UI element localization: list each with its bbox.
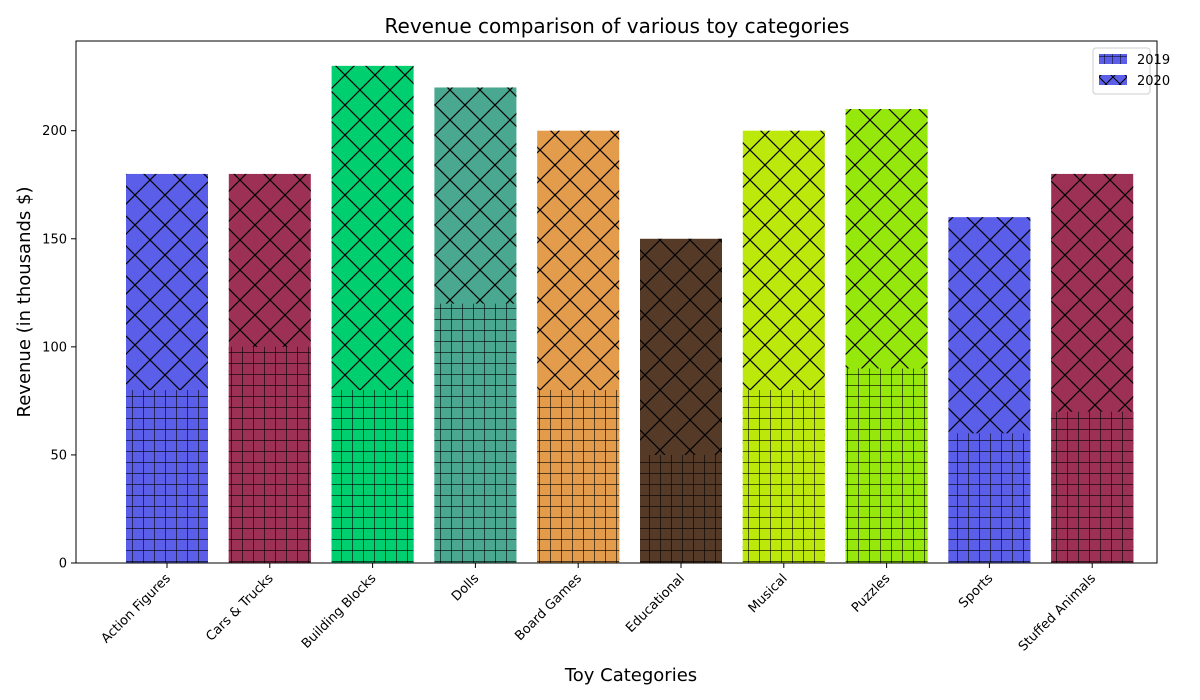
y-tick-label: 0 [59, 557, 67, 572]
legend-label-2020: 2020 [1137, 74, 1170, 89]
legend-label-2019: 2019 [1137, 53, 1170, 68]
y-axis: 0 50 100 150 200 [42, 124, 76, 572]
plot-frame [75, 40, 1158, 564]
x-tick-label-puzzles: Puzzles [849, 571, 894, 616]
bar-2019-action-figures-hatch [126, 390, 208, 563]
bar-2019-cars-trucks-hatch [228, 346, 311, 563]
x-tick-label-building-blocks: Building Blocks [299, 571, 380, 652]
bar-2019-educational-hatch [640, 454, 722, 563]
chart-title: Revenue comparison of various toy catego… [385, 14, 850, 38]
y-tick-label: 100 [42, 340, 67, 355]
bar-2019-puzzles-hatch [845, 368, 928, 563]
x-axis: Action Figures Cars & Trucks Building Bloc… [99, 563, 1099, 654]
x-tick-label-educational: Educational [623, 571, 688, 636]
bar-2019-sports-hatch [948, 433, 1031, 563]
x-axis-label: Toy Categories [564, 665, 697, 686]
bar-2019-board-games-hatch [537, 390, 620, 563]
legend-swatch-2019-hatch [1099, 54, 1127, 64]
x-tick-label-dolls: Dolls [449, 571, 482, 604]
x-tick-label-musical: Musical [746, 571, 791, 616]
legend-swatch-2020-hatch [1099, 75, 1127, 85]
y-tick-label: 50 [50, 448, 67, 463]
bar-2019-musical-hatch [742, 390, 825, 563]
y-tick-label: 200 [42, 124, 67, 139]
x-tick-label-stuffed-animals: Stuffed Animals [1016, 571, 1099, 654]
legend: 2019 2020 [1092, 47, 1170, 95]
x-tick-label-board-games: Board Games [512, 571, 585, 644]
bar-2019-stuffed-animals-hatch [1051, 411, 1134, 563]
x-tick-label-sports: Sports [956, 571, 996, 611]
y-tick-label: 150 [42, 232, 67, 247]
y-axis-label: Revenue (in thousands $) [14, 187, 35, 418]
bars-layer [126, 65, 1134, 564]
bar-2019-building-blocks-hatch [331, 390, 414, 563]
x-tick-label-action-figures: Action Figures [99, 571, 174, 646]
bar-2019-dolls-hatch [434, 303, 517, 563]
x-tick-label-cars-trucks: Cars & Trucks [203, 571, 276, 644]
